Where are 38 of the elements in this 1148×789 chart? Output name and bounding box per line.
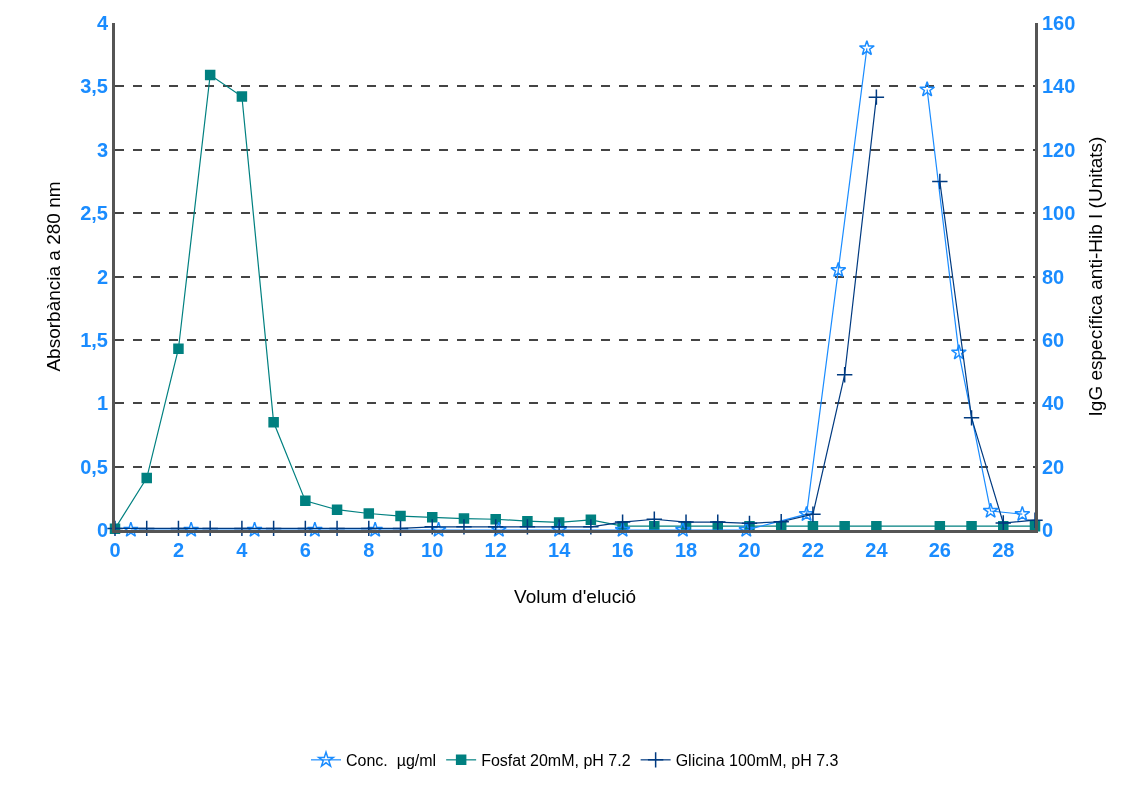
y-tick-label: 3,5 (80, 75, 108, 98)
y-tick-label: 2,5 (80, 202, 108, 225)
x-tick-label: 10 (421, 539, 444, 561)
y2-tick-label: 120 (1042, 138, 1076, 161)
y2-tick-label: 40 (1042, 392, 1065, 415)
y2-axis-title: IgG específica anti-Hib I (Unitats) (1085, 136, 1107, 417)
legend-label: Glicina 100mM, pH 7.3 (675, 752, 839, 770)
x-tick-label: 6 (299, 539, 311, 561)
y-tick-label: 0,5 (80, 455, 108, 478)
x-tick-label: 14 (548, 539, 572, 561)
x-tick-label: 26 (928, 539, 951, 561)
x-tick-label: 18 (674, 539, 698, 561)
y-tick-label: 0 (96, 519, 108, 541)
x-tick-label: 8 (363, 539, 375, 561)
x-tick-label: 12 (484, 539, 507, 561)
y2-tick-label: 0 (1042, 519, 1054, 541)
x-tick-label: 4 (236, 539, 249, 561)
legend-label: Conc. µg/ml (346, 752, 437, 770)
y-tick-label: 2 (96, 265, 108, 288)
y2-tick-label: 160 (1042, 12, 1076, 34)
x-tick-label: 2 (172, 539, 185, 561)
y-tick-label: 4 (96, 12, 109, 34)
x-tick-label: 22 (801, 539, 825, 561)
x-tick-label: 28 (992, 539, 1015, 561)
x-axis-title: Volum d'elució (514, 585, 636, 607)
y-tick-label: 3 (96, 138, 108, 161)
legend-label: Fosfat 20mM, pH 7.2 (481, 752, 631, 770)
y-axis-title: Absorbància a 280 nm (43, 181, 65, 372)
y2-tick-label: 60 (1042, 328, 1065, 351)
x-tick-label: 16 (611, 539, 634, 561)
x-tick-label: 20 (738, 539, 761, 561)
y-tick-label: 1 (96, 392, 108, 415)
y2-tick-label: 140 (1042, 75, 1076, 98)
y2-tick-label: 80 (1042, 265, 1065, 288)
y-tick-label: 1,5 (80, 328, 108, 351)
x-tick-label: 24 (865, 539, 889, 561)
y2-tick-label: 100 (1042, 202, 1076, 225)
y2-tick-label: 20 (1042, 455, 1065, 478)
